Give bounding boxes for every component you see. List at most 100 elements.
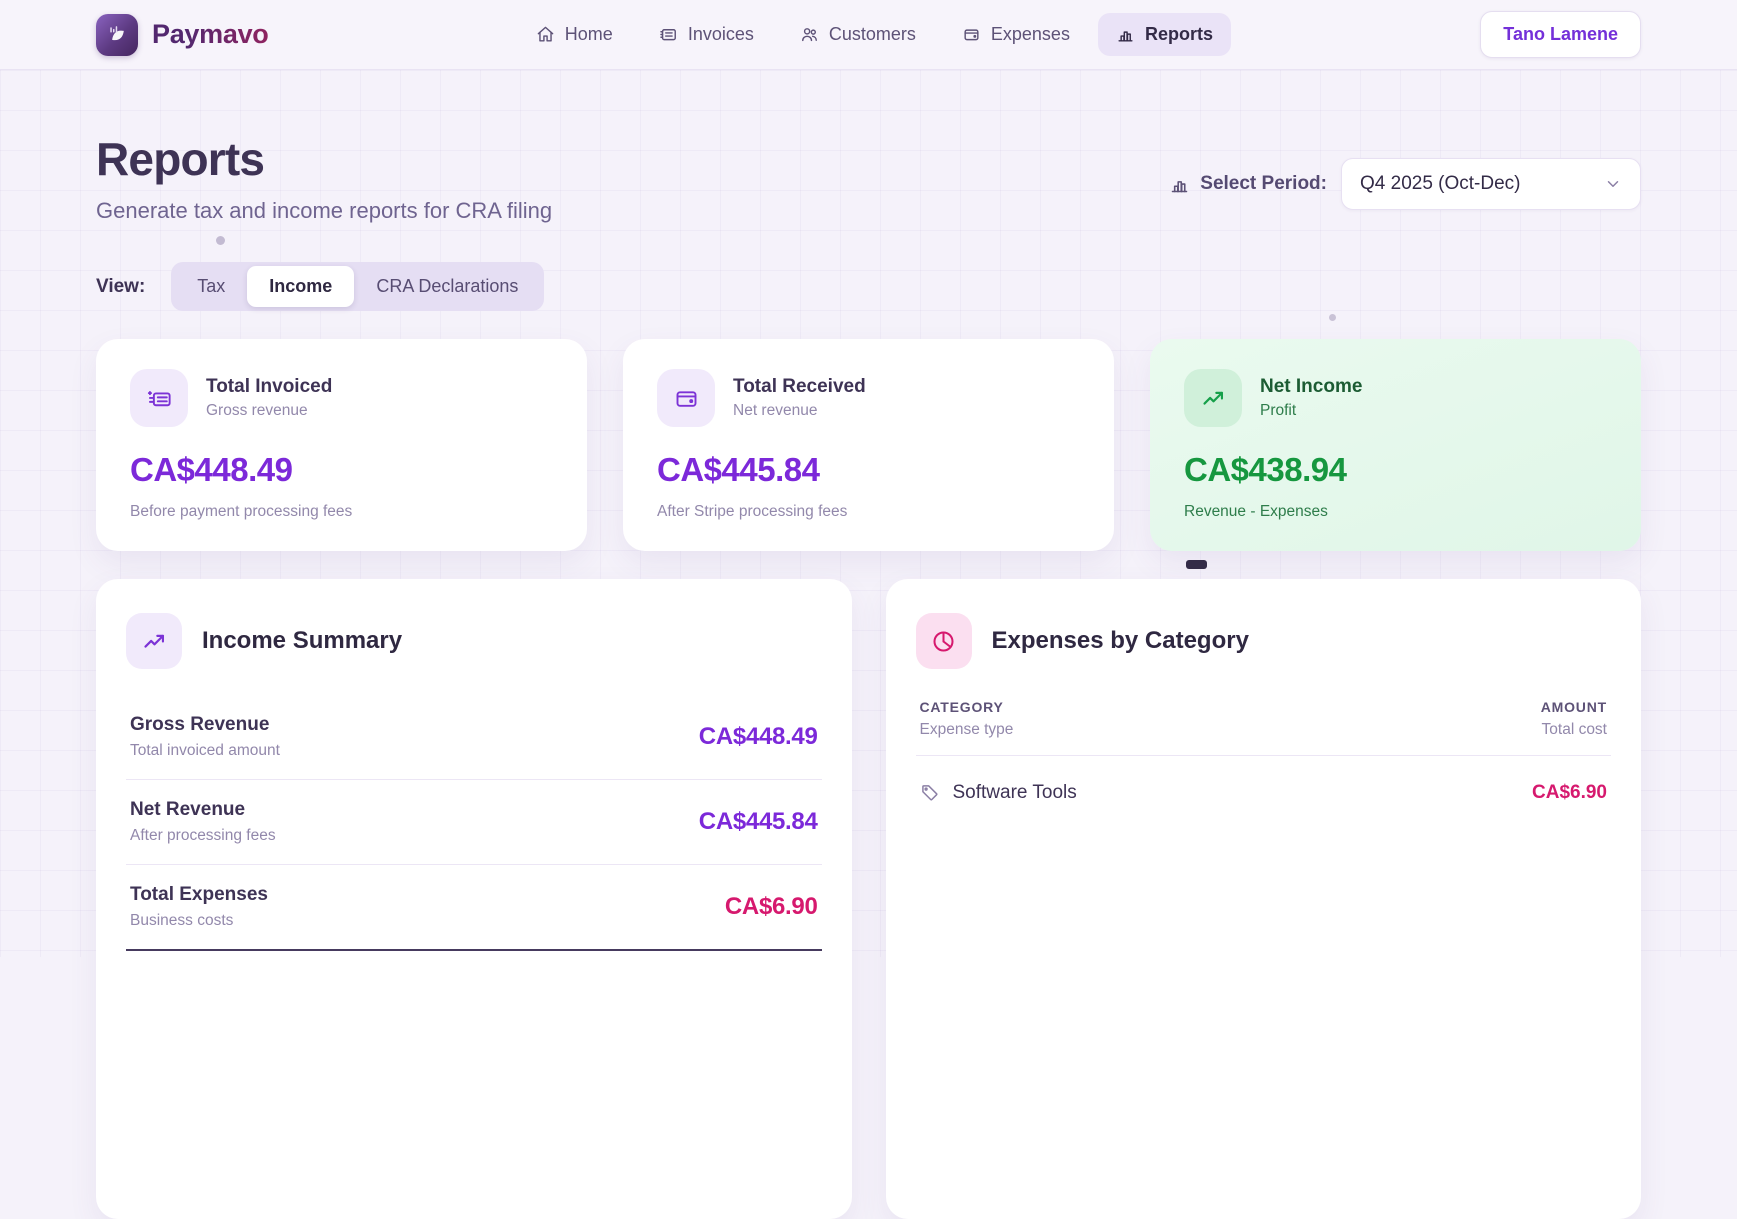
nav-item-home[interactable]: Home [518, 13, 631, 56]
panel-head: Income Summary [126, 613, 822, 669]
top-bar: Paymavo Home Invoices Customers Expenses… [0, 0, 1737, 70]
nav-item-customers[interactable]: Customers [782, 13, 934, 56]
expense-name-cell: Software Tools [920, 782, 1077, 804]
period-label-text: Select Period: [1200, 173, 1327, 194]
trend-up-icon [1184, 369, 1242, 427]
period-select-value: Q4 2025 (Oct-Dec) [1360, 173, 1521, 194]
bottom-panels: Income Summary Gross Revenue Total invoi… [96, 579, 1641, 1219]
category-column-title: CATEGORY [919, 699, 1004, 715]
summary-row-labels: Net Revenue After processing fees [130, 799, 276, 845]
summary-row-amount: CA$6.90 [724, 893, 818, 920]
expense-amount: CA$6.90 [1532, 782, 1607, 803]
stat-title: Total Invoiced [206, 376, 333, 397]
panel-title: Income Summary [202, 627, 403, 654]
bar-chart-icon [1171, 180, 1188, 192]
nav-label: Customers [828, 24, 916, 44]
stat-title: Net Income [1260, 376, 1363, 397]
stat-card-total-received: Total Received Net revenue CA$445.84 Aft… [623, 339, 1114, 551]
expense-table-header: CATEGORY Expense type AMOUNT Total cost [915, 699, 1611, 756]
summary-row-sub: Total invoiced amount [130, 742, 280, 759]
summary-row-amount: CA$448.49 [698, 723, 818, 750]
stat-card-total-invoiced: Total Invoiced Gross revenue CA$448.49 B… [96, 339, 587, 551]
main-nav: Home Invoices Customers Expenses Reports [518, 13, 1231, 56]
trend-up-icon [126, 613, 182, 669]
reports-icon [1118, 31, 1133, 42]
pie-chart-icon [915, 613, 972, 669]
page-title: Reports [96, 133, 265, 185]
summary-row-total-expenses: Total Expenses Business costs CA$6.90 [126, 865, 822, 951]
income-summary-rows: Gross Revenue Total invoiced amount CA$4… [126, 695, 822, 951]
stat-subtitle: Net revenue [733, 402, 818, 419]
stat-card-net-income: Net Income Profit CA$438.94 Revenue - Ex… [1150, 339, 1641, 551]
stat-note: After Stripe processing fees [657, 503, 848, 520]
summary-row-labels: Gross Revenue Total invoiced amount [130, 714, 280, 760]
stat-card-head: Total Received Net revenue [657, 369, 1080, 427]
paymavo-logo-icon [96, 13, 138, 56]
decorative-dot [216, 236, 225, 245]
expense-name: Software Tools [952, 782, 1077, 803]
period-select[interactable]: Q4 2025 (Oct-Dec) [1341, 158, 1641, 210]
stat-note: Revenue - Expenses [1184, 503, 1328, 520]
nav-label: Expenses [990, 24, 1070, 44]
stat-card-head: Total Invoiced Gross revenue [130, 369, 553, 427]
stat-subtitle: Profit [1260, 402, 1297, 419]
summary-row-net-revenue: Net Revenue After processing fees CA$445… [126, 780, 822, 865]
nav-item-expenses[interactable]: Expenses [944, 13, 1088, 56]
nav-label: Invoices [687, 24, 754, 44]
view-option-cra-declarations[interactable]: CRA Declarations [354, 266, 540, 307]
wallet-icon [657, 369, 715, 427]
page-subtitle: Generate tax and income reports for CRA … [96, 198, 553, 223]
home-icon [537, 26, 554, 42]
nav-item-reports[interactable]: Reports [1097, 13, 1231, 56]
view-option-tax[interactable]: Tax [175, 266, 247, 307]
stat-card-titles: Net Income Profit [1260, 376, 1362, 420]
brand-logo[interactable]: Paymavo [96, 13, 269, 56]
view-segmented-control: Tax Income CRA Declarations [171, 262, 545, 311]
nav-item-invoices[interactable]: Invoices [641, 13, 772, 56]
user-button[interactable]: Tano Lamene [1480, 11, 1641, 58]
stat-amount: CA$438.94 [1184, 451, 1347, 488]
nav-label: Reports [1144, 24, 1213, 44]
amount-column-title: AMOUNT [1540, 699, 1607, 715]
invoices-icon [660, 29, 676, 41]
summary-row-sub: Business costs [130, 912, 234, 929]
stat-amount: CA$445.84 [657, 451, 820, 488]
amount-column-header: AMOUNT Total cost [1541, 699, 1607, 739]
decorative-dash [1186, 560, 1207, 569]
summary-row-amount: CA$445.84 [698, 808, 818, 835]
decorative-dot [1329, 314, 1336, 321]
reports-page: Reports Generate tax and income reports … [0, 70, 1737, 1219]
expenses-by-category-panel: Expenses by Category CATEGORY Expense ty… [885, 579, 1641, 1219]
invoice-money-icon [130, 369, 188, 427]
customers-icon [801, 28, 817, 42]
expenses-icon [964, 29, 979, 41]
summary-row-labels: Total Expenses Business costs [130, 884, 268, 930]
summary-row-label: Net Revenue [130, 799, 246, 820]
income-summary-panel: Income Summary Gross Revenue Total invoi… [96, 579, 852, 1219]
expense-row-software-tools: Software Tools CA$6.90 [916, 756, 1612, 830]
view-option-income[interactable]: Income [247, 266, 355, 307]
stat-note: Before payment processing fees [130, 503, 353, 520]
nav-label: Home [564, 24, 613, 44]
panel-head: Expenses by Category [915, 613, 1612, 669]
category-column-sub: Expense type [919, 721, 1014, 738]
stat-subtitle: Gross revenue [206, 402, 308, 419]
page-header: Reports Generate tax and income reports … [96, 70, 1641, 224]
panel-title: Expenses by Category [991, 627, 1249, 654]
summary-row-label: Gross Revenue [130, 714, 270, 735]
stat-amount: CA$448.49 [130, 451, 293, 488]
amount-column-sub: Total cost [1541, 721, 1607, 738]
summary-row-label: Total Expenses [130, 884, 268, 905]
category-column-header: CATEGORY Expense type [920, 699, 1014, 739]
view-toggle-row: View: Tax Income CRA Declarations [96, 262, 1641, 311]
tag-icon [921, 785, 937, 801]
stat-card-titles: Total Received Net revenue [733, 376, 866, 420]
view-label: View: [96, 275, 146, 297]
summary-row-sub: After processing fees [130, 827, 276, 844]
stats-grid: Total Invoiced Gross revenue CA$448.49 B… [96, 339, 1641, 551]
stat-title: Total Received [733, 376, 866, 397]
stat-card-titles: Total Invoiced Gross revenue [206, 376, 332, 420]
chevron-down-icon [1607, 181, 1619, 187]
brand-name: Paymavo [152, 19, 269, 49]
page-heading-block: Reports Generate tax and income reports … [96, 132, 552, 224]
